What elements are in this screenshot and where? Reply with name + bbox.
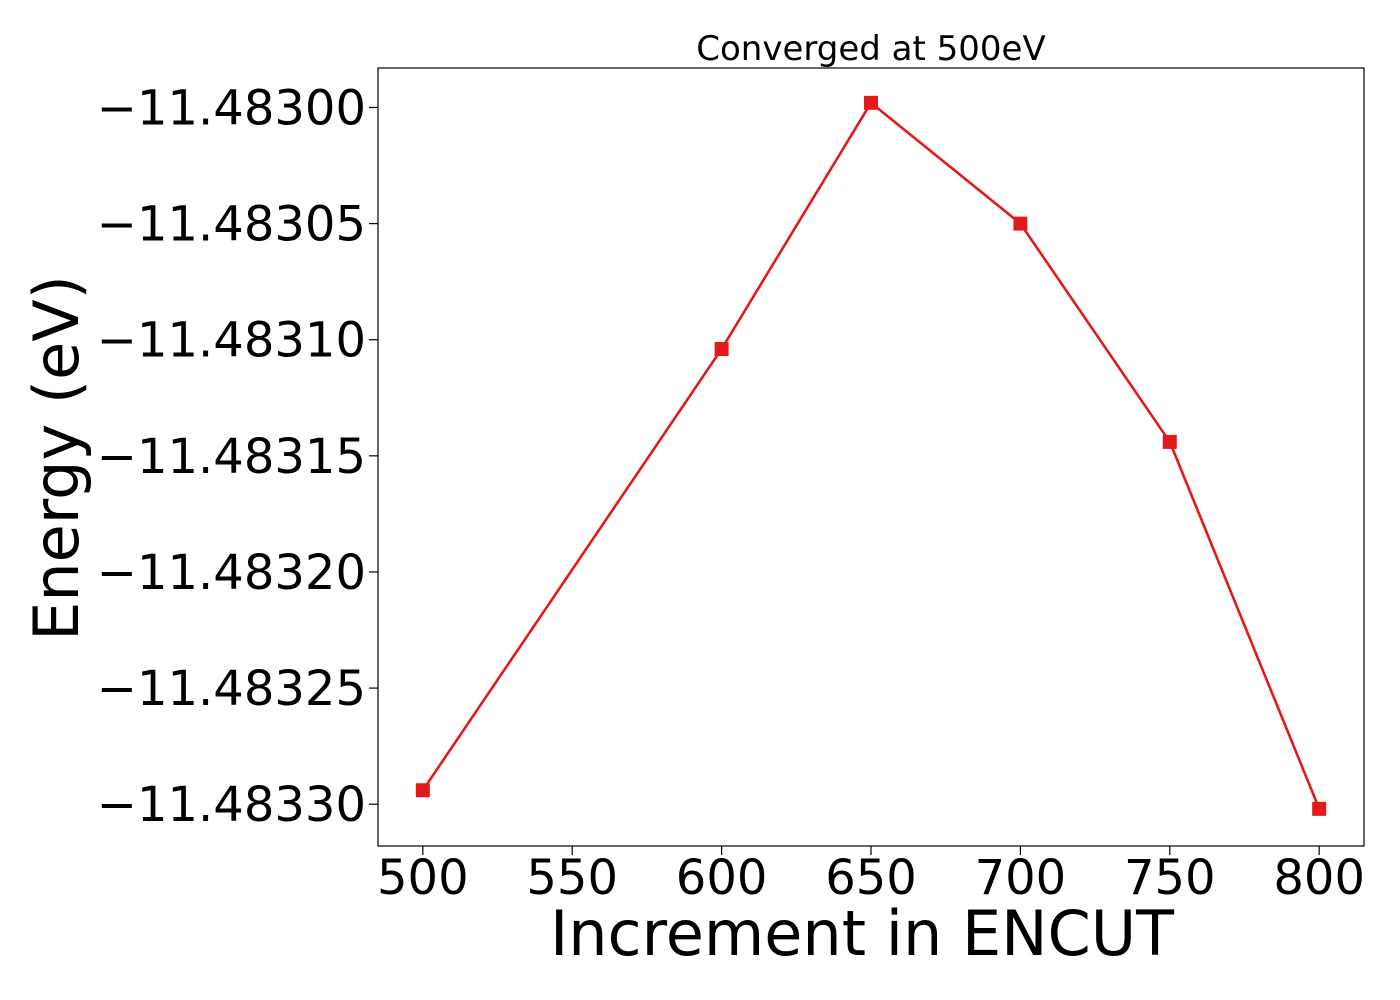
y-tick-label: −11.48300 (97, 80, 366, 136)
y-tick-label: −11.48315 (97, 429, 366, 485)
x-tick-label: 550 (526, 850, 618, 906)
x-tick-label: 700 (975, 850, 1067, 906)
data-point (864, 95, 878, 110)
y-tick-label: −11.48330 (97, 777, 366, 833)
data-point (415, 783, 430, 798)
x-tick-label: 600 (676, 850, 768, 906)
y-tick-label: −11.48310 (97, 313, 366, 369)
data-point (1013, 216, 1028, 231)
y-axis-ticks: −11.48300 −11.48305 −11.48310 −11.48315 −11.… (97, 80, 378, 833)
chart-title: Converged at 500eV (696, 29, 1045, 69)
y-tick-label: −11.48305 (97, 197, 366, 253)
x-tick-label: 650 (825, 850, 917, 906)
series-layer (415, 95, 1327, 816)
x-tick-label: 800 (1273, 850, 1365, 906)
x-axis-ticks: 500 550 600 650 700 750 800 (377, 846, 1365, 906)
x-axis-label: Increment in ENCUT (550, 897, 1175, 970)
x-tick-label: 750 (1124, 850, 1216, 906)
y-tick-label: −11.48325 (97, 661, 366, 717)
data-point (1312, 801, 1327, 816)
y-tick-label: −11.48320 (97, 545, 366, 601)
series-line (421, 100, 1321, 810)
x-tick-label: 500 (377, 850, 469, 906)
plot-frame (377, 67, 1365, 847)
y-axis-label: Energy (eV) (20, 275, 93, 641)
data-point (1162, 434, 1177, 449)
data-point (714, 342, 729, 357)
